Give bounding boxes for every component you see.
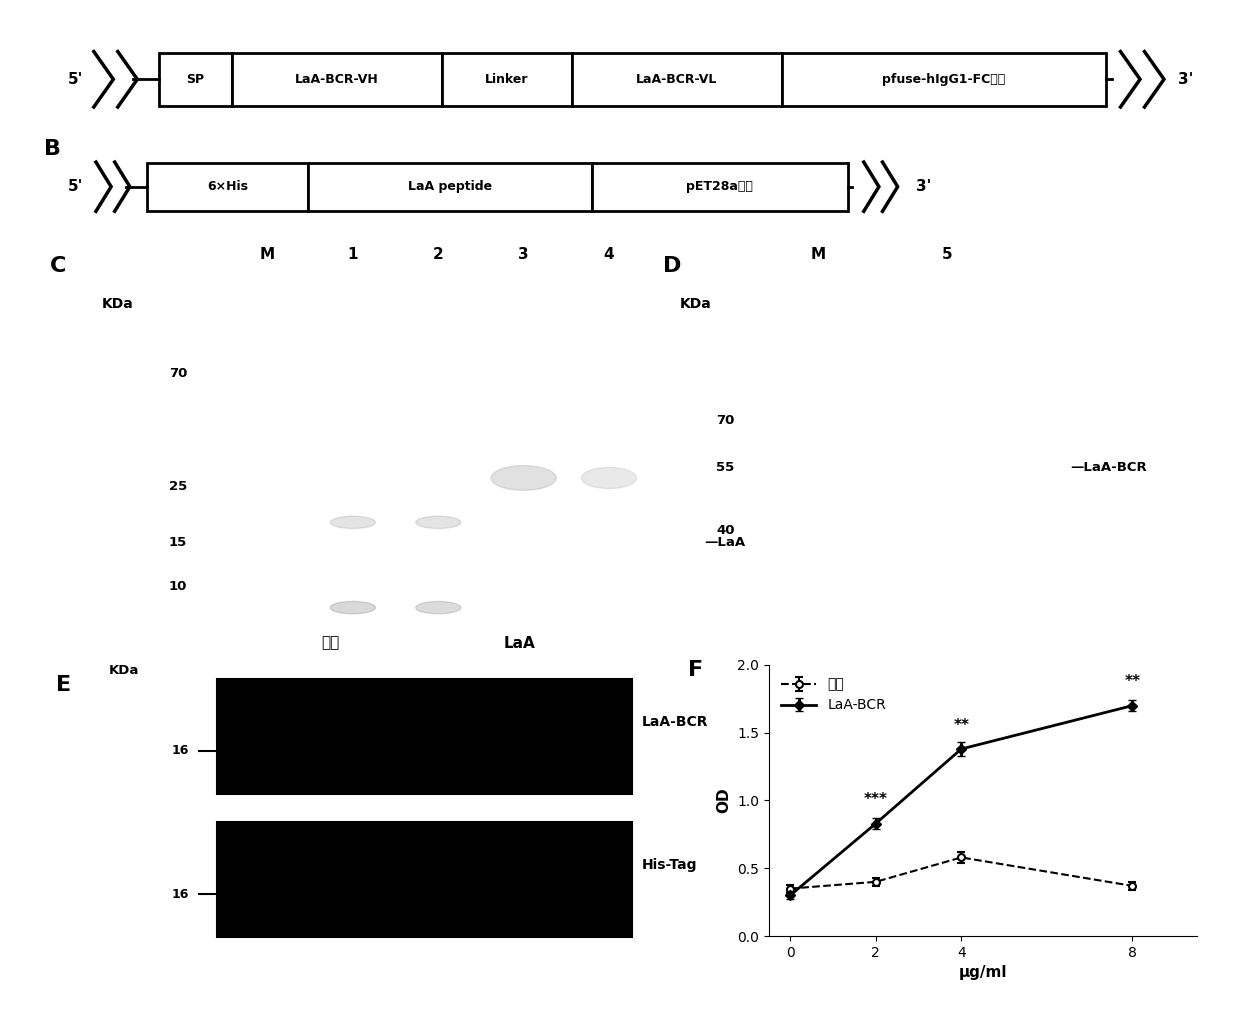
Text: 70: 70 xyxy=(169,367,187,381)
Bar xyxy=(146,163,308,211)
Ellipse shape xyxy=(491,465,557,490)
Bar xyxy=(308,163,591,211)
Text: E: E xyxy=(56,675,71,696)
Text: —LaA: —LaA xyxy=(704,536,745,548)
Text: LaA: LaA xyxy=(503,635,534,651)
Text: LaA-BCR-VL: LaA-BCR-VL xyxy=(636,73,718,86)
Text: **: ** xyxy=(954,718,970,732)
Bar xyxy=(232,52,443,106)
Text: 25: 25 xyxy=(169,480,187,493)
Text: —LaA-BCR: —LaA-BCR xyxy=(1070,461,1147,474)
Text: 5: 5 xyxy=(942,247,952,262)
Text: B: B xyxy=(45,139,61,159)
Text: pET28a质粒: pET28a质粒 xyxy=(687,180,753,193)
Text: M: M xyxy=(811,247,826,262)
Text: F: F xyxy=(688,660,703,680)
Bar xyxy=(217,822,632,937)
Text: 对照: 对照 xyxy=(321,635,340,651)
Text: 15: 15 xyxy=(169,536,187,548)
Text: 16: 16 xyxy=(172,745,190,757)
Ellipse shape xyxy=(415,602,461,614)
Text: KDa: KDa xyxy=(102,297,134,311)
Legend: 对照, LaA-BCR: 对照, LaA-BCR xyxy=(776,672,892,718)
Text: ***: *** xyxy=(864,792,888,807)
Ellipse shape xyxy=(330,602,376,614)
Text: KDa: KDa xyxy=(109,664,139,677)
Text: LaA peptide: LaA peptide xyxy=(408,180,492,193)
Bar xyxy=(591,163,848,211)
Text: pfuse-hIgG1-FC质粒: pfuse-hIgG1-FC质粒 xyxy=(883,73,1006,86)
Text: C: C xyxy=(50,256,66,276)
Text: SP: SP xyxy=(186,73,205,86)
Y-axis label: OD: OD xyxy=(717,788,732,813)
Text: LaA-BCR-VH: LaA-BCR-VH xyxy=(295,73,379,86)
X-axis label: μg/ml: μg/ml xyxy=(959,966,1007,980)
Bar xyxy=(782,52,1106,106)
Text: 3': 3' xyxy=(1178,72,1193,87)
Text: M: M xyxy=(260,247,275,262)
Ellipse shape xyxy=(330,517,376,529)
Text: 3: 3 xyxy=(518,247,529,262)
Bar xyxy=(572,52,782,106)
Text: 3': 3' xyxy=(916,179,931,194)
Text: **: ** xyxy=(1125,674,1141,690)
Text: 4: 4 xyxy=(604,247,614,262)
Text: 6×His: 6×His xyxy=(207,180,248,193)
Text: KDa: KDa xyxy=(680,297,712,311)
Text: Linker: Linker xyxy=(485,73,528,86)
Bar xyxy=(217,679,632,794)
Bar xyxy=(443,52,572,106)
Text: 16: 16 xyxy=(172,888,190,900)
Ellipse shape xyxy=(415,517,461,529)
Text: 55: 55 xyxy=(717,461,734,474)
Text: His-Tag: His-Tag xyxy=(641,858,697,873)
Text: 2: 2 xyxy=(433,247,444,262)
Text: 5': 5' xyxy=(68,72,83,87)
Text: D: D xyxy=(663,256,682,276)
Text: LaA-BCR: LaA-BCR xyxy=(641,715,708,729)
Bar xyxy=(159,52,232,106)
Text: 5': 5' xyxy=(68,179,83,194)
Text: 40: 40 xyxy=(715,524,734,536)
Text: 10: 10 xyxy=(169,580,187,593)
Ellipse shape xyxy=(582,468,636,489)
Text: 70: 70 xyxy=(717,414,734,427)
Text: 1: 1 xyxy=(347,247,358,262)
